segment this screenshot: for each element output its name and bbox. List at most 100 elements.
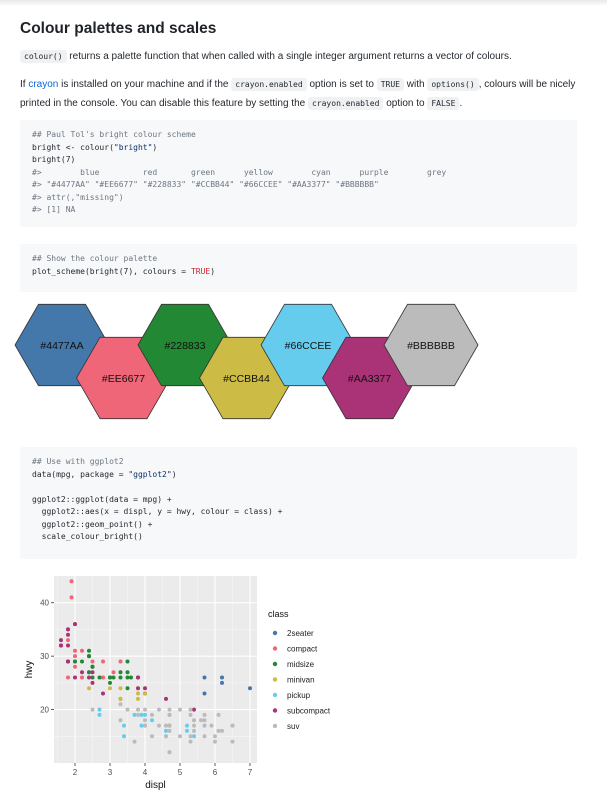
crayon-link[interactable]: crayon [28,79,59,90]
data-point-compact [101,675,105,680]
code-text: bright(7) [32,155,76,164]
data-point-pickup [164,728,168,733]
legend-key [272,708,278,713]
top-edge [0,0,607,6]
data-point-pickup [192,734,196,739]
data-point-compact [73,648,77,653]
inline-code: colour() [20,50,67,63]
data-point-minivan [87,686,91,691]
data-point-subcompact [136,686,140,691]
data-point-suv [220,728,224,733]
data-point-2seater [202,675,207,680]
code-block-plot-scheme[interactable]: ## Show the colour palette plot_scheme(b… [20,244,577,292]
data-point-minivan [118,686,123,691]
data-point-suv [167,728,172,733]
palette-hex-label: #CCBB44 [223,373,270,385]
data-point-subcompact [136,675,140,680]
code-text: bright <- colour( [32,142,114,152]
data-point-suv [167,712,172,717]
code-block-palette[interactable]: ## Paul Tol's bright colour scheme brigh… [20,120,577,227]
data-point-suv [157,707,161,712]
data-point-compact [69,595,74,600]
data-point-midsize [73,659,77,664]
data-point-2seater [220,680,224,685]
data-point-pickup [185,728,189,733]
data-point-2seater [202,691,207,696]
code-comment: ## Show the colour palette [32,254,158,263]
palette-hex-label: #AA3377 [348,373,391,385]
data-point-suv [199,718,203,723]
legend-label: compact [287,645,318,654]
data-point-suv [143,718,147,723]
data-point-suv [188,707,193,712]
legend-label: suv [287,722,299,731]
data-point-suv [132,739,137,744]
data-point-midsize [118,670,123,675]
data-point-suv [143,723,147,728]
data-point-suv [216,728,221,733]
palette-hex-label: #BBBBBB [407,340,455,352]
text-span: is installed on your machine and if the [58,79,232,90]
data-point-compact [73,654,77,659]
data-point-subcompact [73,675,77,680]
data-point-2seater [220,675,224,680]
data-point-subcompact [66,632,70,637]
code-comment: ## Use with ggplot2 [32,457,124,466]
data-point-suv [213,739,217,744]
data-point-pickup [132,712,137,717]
section-heading: Colour palettes and scales [20,20,217,37]
legend-title: class [268,609,289,619]
data-point-suv [150,712,154,717]
data-point-suv [118,702,123,707]
data-point-midsize [108,680,112,685]
colour-palette-hexagons: #4477AA #EE6677 #228833 #CCBB44 #66CCEE #AA33… [14,303,479,420]
data-point-subcompact [59,638,63,643]
x-axis-title: displ [145,780,166,791]
data-point-suv [90,707,95,712]
data-point-compact [118,659,123,664]
legend-label: pickup [287,691,311,700]
text-span: option to [383,98,428,109]
code-block-ggplot[interactable]: ## Use with ggplot2 data(mpg, package = … [20,447,577,559]
x-tick-label: 6 [213,768,218,777]
data-point-minivan [136,696,140,701]
data-point-subcompact [164,696,168,701]
text-span: option is set to [306,79,377,90]
data-point-subcompact [66,643,70,648]
data-point-minivan [118,696,123,701]
data-point-subcompact [90,680,95,685]
data-point-subcompact [73,622,77,627]
data-point-midsize [111,675,116,680]
data-point-suv [143,707,147,712]
code-text: scale_colour_bright() [32,532,143,541]
data-point-midsize [87,670,91,675]
inline-code: crayon.enabled [231,78,307,91]
data-point-suv [188,739,193,744]
legend-label: midsize [287,660,315,669]
inline-code: FALSE [427,97,460,110]
intro-paragraph: colour() returns a palette function that… [20,47,590,66]
code-output: #> [1] NA [32,205,76,214]
palette-hex-label: #66CCEE [285,340,332,352]
code-text: ggplot2::geom_point() + [32,519,153,529]
data-point-compact [80,675,84,680]
data-point-midsize [129,675,133,680]
code-keyword: TRUE [190,266,211,276]
palette-hex-label: #228833 [165,340,206,352]
data-point-suv [216,712,221,717]
data-point-suv [150,734,154,739]
data-point-suv [192,728,196,733]
data-point-subcompact [66,627,70,632]
code-text: plot_scheme(bright(7), colours = [32,266,191,276]
inline-code: crayon.enabled [307,97,384,110]
palette-hex-label: #EE6677 [102,373,145,385]
code-output: #> "#4477AA" "#EE6677" "#228833" "#CCBB4… [32,180,379,189]
text-span: If [20,79,29,90]
data-point-suv [202,734,207,739]
data-point-pickup [139,712,144,717]
code-string: "bright" [113,142,153,152]
data-point-compact [66,638,70,643]
x-tick-label: 4 [143,768,148,777]
data-point-minivan [143,691,147,696]
data-point-midsize [87,648,91,653]
